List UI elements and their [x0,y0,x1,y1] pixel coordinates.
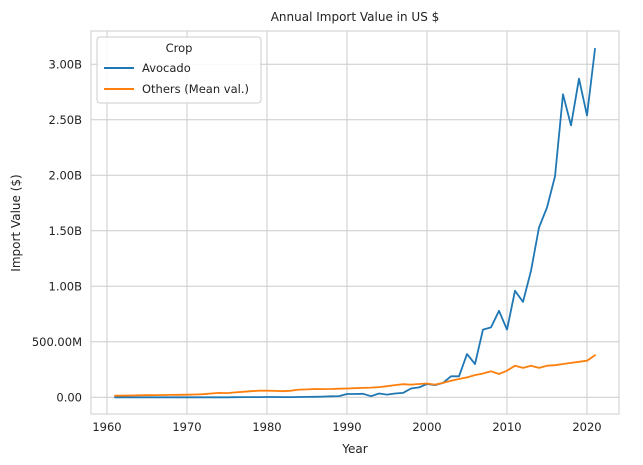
y-tick-label: 500.00M [32,335,82,349]
legend: Crop Avocado Others (Mean val.) [96,36,262,104]
y-tick-label: 1.50B [49,224,83,238]
x-tick-label: 2020 [572,420,601,434]
legend-title: Crop [166,41,193,55]
series-line-1 [114,354,596,397]
x-tick-label: 1970 [172,420,201,434]
legend-label-avocado: Avocado [142,61,191,75]
x-tick-label: 1980 [252,420,281,434]
chart-title: Annual Import Value in US $ [271,10,440,24]
x-tick-label: 2010 [492,420,521,434]
plot-border [90,30,620,415]
x-tick-label: 2000 [412,420,441,434]
y-tick-label: 2.50B [49,113,83,127]
y-tick-label: 2.00B [49,168,83,182]
y-axis-ticks: 0.00 500.00M 1.00B 1.50B 2.00B 2.50B 3.00B [32,57,82,404]
y-tick-label: 1.00B [49,279,83,293]
legend-box [96,36,262,104]
x-axis-label: Year [341,442,367,456]
legend-label-others: Others (Mean val.) [142,82,249,96]
y-tick-label: 3.00B [49,57,83,71]
series-line-0 [114,47,596,399]
x-axis-ticks: 1960 1970 1980 1990 2000 2010 2020 [92,420,601,434]
series-lines [114,47,596,399]
x-tick-label: 1960 [92,420,121,434]
x-tick-label: 1990 [332,420,361,434]
y-axis-label: Import Value ($) [9,174,23,271]
y-tick-label: 0.00 [56,390,82,404]
plot-frame [90,30,620,415]
